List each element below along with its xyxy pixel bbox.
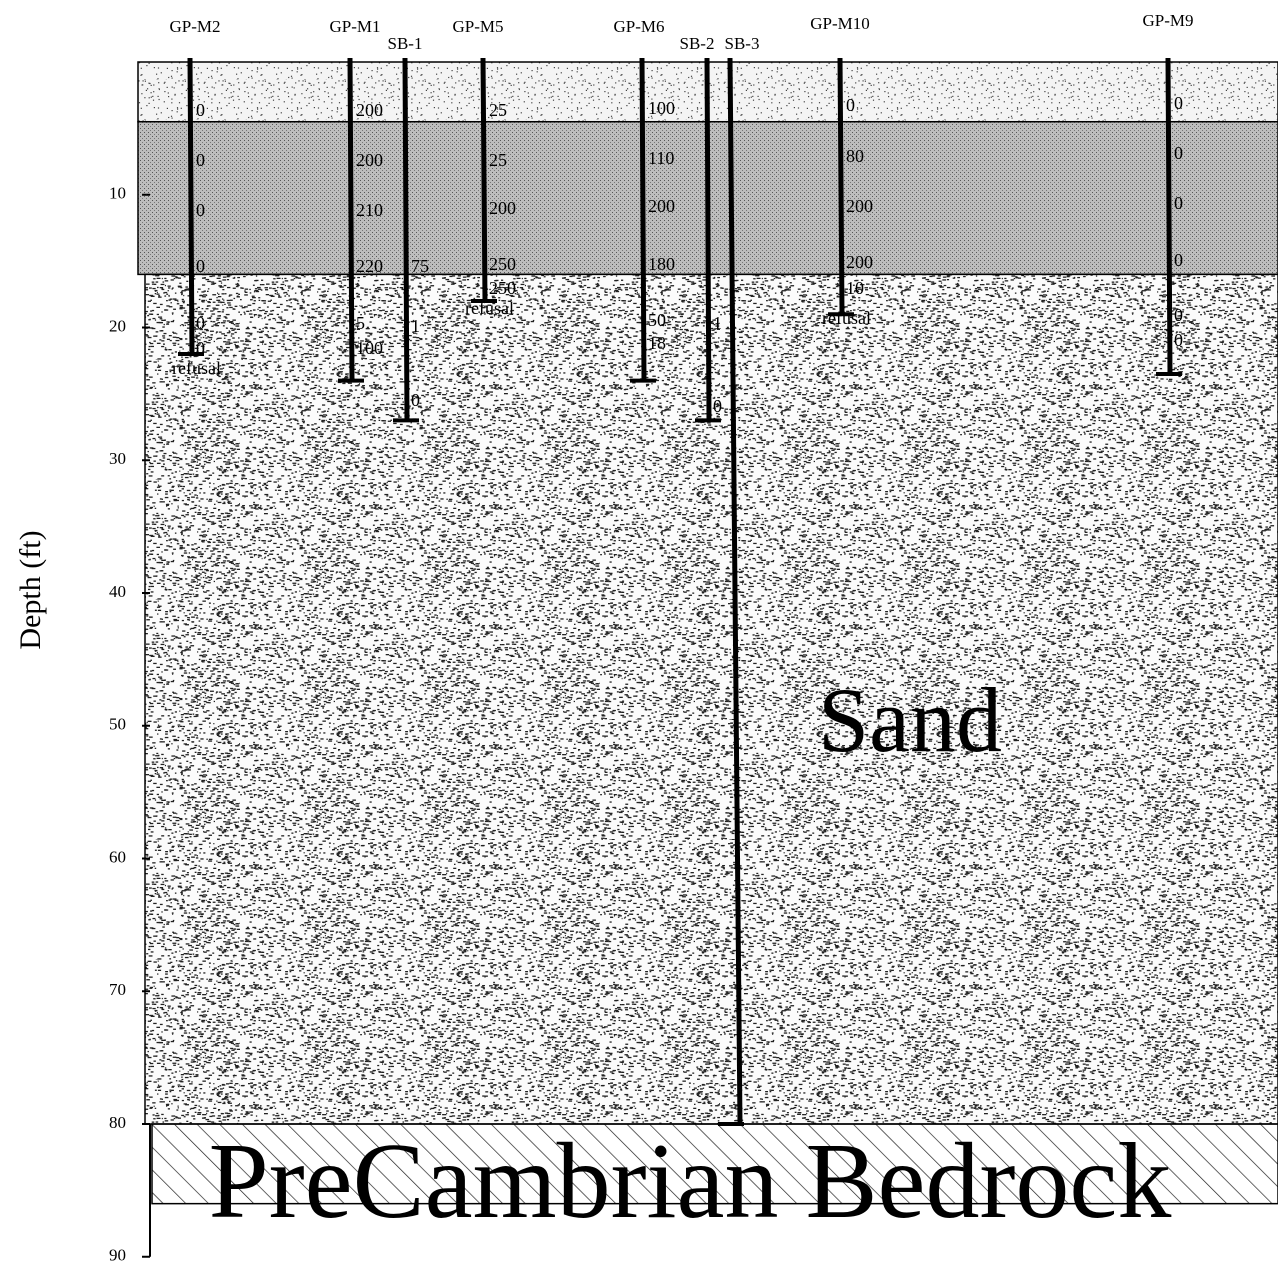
- reading: 200: [846, 252, 873, 272]
- boring-name: GP-M6: [613, 17, 664, 36]
- y-tick-label: 60: [109, 847, 126, 866]
- reading: 1: [713, 313, 722, 333]
- reading: 0: [1174, 305, 1183, 325]
- boring-name: GP-M10: [810, 14, 870, 33]
- reading: refusal: [822, 308, 871, 328]
- reading: 0: [196, 338, 205, 358]
- reading: 110: [648, 148, 674, 168]
- reading: 100: [648, 98, 675, 118]
- reading: 200: [648, 196, 675, 216]
- y-tick-label: 10: [109, 184, 126, 203]
- reading: 0: [196, 200, 205, 220]
- reading: 250: [489, 278, 516, 298]
- reading: 0: [846, 95, 855, 115]
- boring-name: GP-M9: [1142, 11, 1193, 30]
- y-tick-label: 20: [109, 316, 126, 335]
- reading: 0: [1174, 330, 1183, 350]
- reading: 200: [356, 100, 383, 120]
- reading: 0: [713, 396, 722, 416]
- reading: 0: [196, 100, 205, 120]
- layer-label: Sand: [818, 669, 1002, 771]
- layer: [151, 1123, 1278, 1205]
- reading: 100: [356, 338, 383, 358]
- reading: 0: [1174, 93, 1183, 113]
- reading: 18: [648, 333, 666, 353]
- reading: 5: [356, 313, 365, 333]
- boring: [639, 57, 647, 381]
- boring: [837, 57, 845, 315]
- layer: [144, 273, 1278, 1125]
- reading: 1: [411, 316, 420, 336]
- boring: [704, 57, 712, 421]
- reading: 220: [356, 256, 383, 276]
- reading: 0: [1174, 143, 1183, 163]
- boring: [1165, 57, 1173, 374]
- reading: 25: [489, 100, 507, 120]
- reading: 80: [846, 146, 864, 166]
- boring-name: SB-2: [680, 34, 715, 53]
- reading: refusal: [172, 358, 221, 378]
- y-tick-label: 40: [109, 582, 126, 601]
- boring-name: SB-1: [388, 34, 423, 53]
- y-tick-label: 80: [109, 1113, 126, 1132]
- reading: 0: [196, 313, 205, 333]
- reading: 25: [489, 150, 507, 170]
- layer-label: PreCambrian Bedrock: [209, 1122, 1172, 1241]
- reading: 10: [846, 278, 864, 298]
- reading: 250: [489, 254, 516, 274]
- reading: 0: [411, 390, 420, 410]
- boring: [727, 57, 743, 1125]
- y-tick-label: 90: [109, 1246, 126, 1265]
- y-tick-label: 70: [109, 980, 126, 999]
- reading: 200: [356, 150, 383, 170]
- reading: 0: [1174, 250, 1183, 270]
- reading: 0: [196, 150, 205, 170]
- reading: 180: [648, 254, 675, 274]
- reading: 75: [411, 256, 429, 276]
- boring-name: GP-M5: [452, 17, 503, 36]
- reading: 200: [846, 196, 873, 216]
- boring: [480, 57, 488, 301]
- boring-name: GP-M2: [169, 17, 220, 36]
- reading: refusal: [465, 298, 514, 318]
- boring: [187, 57, 195, 355]
- reading: 50: [648, 310, 666, 330]
- boring: [347, 57, 355, 381]
- reading: 200: [489, 198, 516, 218]
- boring-name: GP-M1: [329, 17, 380, 36]
- axis-title: Depth (ft): [14, 530, 47, 649]
- reading: 0: [196, 256, 205, 276]
- boring: [402, 57, 410, 421]
- y-tick-label: 30: [109, 449, 126, 468]
- reading: 0: [1174, 193, 1183, 213]
- boring-name: SB-3: [725, 34, 760, 53]
- reading: 210: [356, 200, 383, 220]
- y-tick-label: 50: [109, 715, 126, 734]
